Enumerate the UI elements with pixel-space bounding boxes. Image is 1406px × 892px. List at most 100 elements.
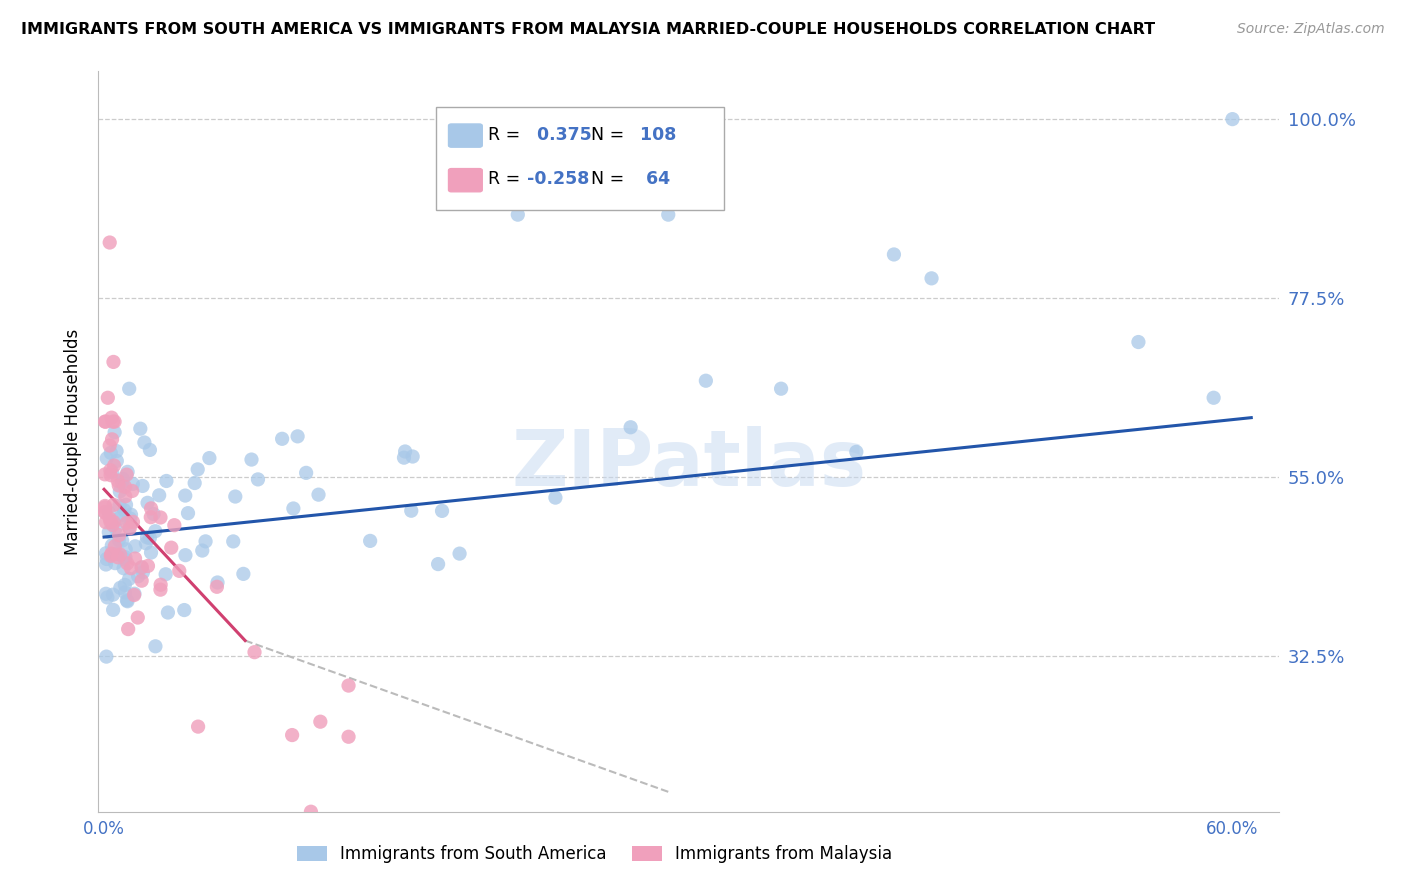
Point (205, 580, 228, 594)
Point (143, 524, 166, 539)
Point (695, 168, 717, 182)
Point (232, 566, 254, 581)
Point (845, 445, 868, 459)
Point (96, 649, 118, 664)
Point (98, 511, 121, 525)
Point (105, 547, 128, 561)
Point (111, 508, 134, 522)
Point (112, 503, 135, 517)
Point (198, 451, 221, 466)
Point (118, 520, 141, 534)
Point (112, 561, 135, 575)
Point (122, 515, 145, 529)
Point (163, 518, 186, 533)
Point (101, 588, 124, 602)
Text: R =: R = (488, 170, 520, 188)
Point (111, 533, 134, 548)
Point (117, 594, 139, 608)
Text: Source: ZipAtlas.com: Source: ZipAtlas.com (1237, 22, 1385, 37)
Point (308, 488, 330, 502)
Point (118, 572, 141, 586)
Point (117, 622, 139, 636)
Point (114, 552, 136, 566)
Point (160, 541, 183, 555)
Point (132, 566, 155, 580)
Point (108, 499, 131, 513)
Point (240, 452, 263, 467)
Point (114, 480, 136, 494)
Point (183, 476, 205, 491)
Point (115, 467, 138, 482)
Point (114, 542, 136, 557)
Point (287, 429, 309, 443)
Point (100, 446, 122, 460)
Point (124, 539, 146, 553)
Point (103, 355, 125, 369)
Point (295, 466, 318, 480)
Point (97, 391, 120, 405)
Point (427, 557, 450, 571)
Text: N =: N = (591, 126, 624, 144)
Point (127, 610, 149, 624)
Point (207, 575, 229, 590)
Point (94, 415, 117, 429)
Point (139, 545, 162, 559)
Text: -0.258: -0.258 (527, 170, 589, 188)
Point (94, 587, 117, 601)
Point (120, 508, 142, 522)
Text: 0.375: 0.375 (531, 126, 592, 144)
Point (122, 588, 145, 602)
Point (430, 504, 453, 518)
Point (337, 679, 360, 693)
Point (136, 496, 159, 510)
Point (101, 465, 124, 479)
Point (129, 422, 152, 436)
Point (149, 582, 172, 597)
Point (921, 271, 943, 285)
Point (271, 432, 294, 446)
Point (101, 539, 124, 553)
Point (620, 420, 643, 434)
Point (299, 805, 322, 819)
Point (120, 511, 142, 525)
Point (94, 546, 117, 560)
Point (114, 585, 136, 599)
Point (657, 208, 679, 222)
Point (115, 593, 138, 607)
Point (103, 458, 125, 473)
Point (139, 531, 162, 545)
Point (94, 506, 117, 520)
Point (169, 564, 191, 578)
Point (115, 557, 138, 571)
Text: N =: N = (591, 170, 624, 188)
Point (107, 474, 129, 488)
Point (394, 444, 416, 458)
Point (100, 547, 122, 561)
Point (243, 645, 266, 659)
Point (155, 474, 177, 488)
Text: R =: R = (488, 126, 520, 144)
Point (104, 521, 127, 535)
Point (94, 515, 117, 529)
Point (124, 551, 146, 566)
Point (120, 561, 142, 575)
Point (145, 640, 167, 654)
Point (1222, 112, 1244, 127)
Point (108, 478, 131, 492)
Point (101, 518, 124, 533)
Point (94, 558, 117, 572)
Point (174, 489, 197, 503)
Point (156, 606, 179, 620)
Point (104, 556, 127, 570)
Point (97, 525, 120, 540)
Point (107, 550, 129, 565)
Point (100, 549, 122, 563)
Point (100, 463, 122, 477)
Legend: Immigrants from South America, Immigrants from Malaysia: Immigrants from South America, Immigrant… (290, 838, 898, 870)
Point (101, 415, 124, 429)
Point (131, 574, 153, 588)
Point (108, 511, 131, 525)
Point (187, 462, 209, 476)
Point (449, 547, 471, 561)
Point (94, 505, 117, 519)
